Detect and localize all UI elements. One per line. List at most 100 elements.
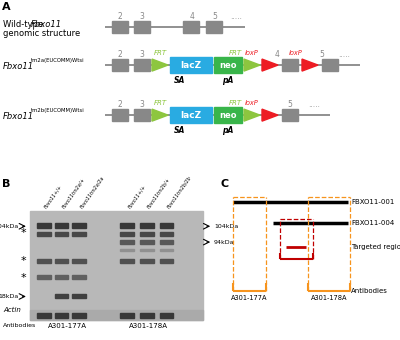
Bar (37, 232, 50, 236)
Bar (54, 259, 68, 263)
Text: Fbxo11: Fbxo11 (3, 112, 34, 121)
Bar (160, 240, 174, 244)
Text: loxP: loxP (245, 50, 259, 56)
Bar (72, 223, 86, 228)
Bar (112, 109, 128, 121)
Text: Fbxo11: Fbxo11 (3, 62, 34, 71)
Text: SA: SA (174, 126, 186, 135)
Text: 104kDa: 104kDa (0, 224, 19, 229)
Bar (170, 107, 212, 123)
Text: A301-177A: A301-177A (231, 295, 268, 302)
Text: .....: ..... (308, 100, 320, 109)
Bar (112, 21, 128, 33)
Bar (140, 232, 154, 236)
Bar (120, 259, 134, 263)
Text: Targeted region: Targeted region (351, 244, 400, 250)
Text: FBXO11-004: FBXO11-004 (351, 220, 394, 226)
Text: Antibodies: Antibodies (3, 323, 36, 328)
Text: neo: neo (219, 110, 237, 120)
Bar (120, 232, 134, 236)
Polygon shape (244, 59, 260, 71)
Bar (183, 21, 199, 33)
Bar (37, 313, 50, 318)
Text: 18kDa: 18kDa (0, 294, 19, 299)
Text: lacZ: lacZ (180, 110, 202, 120)
Bar (322, 59, 338, 71)
Bar (160, 259, 174, 263)
Text: loxP: loxP (289, 50, 303, 56)
Text: Antibodies: Antibodies (351, 288, 388, 293)
Text: A301-178A: A301-178A (311, 295, 347, 302)
Bar (134, 59, 150, 71)
Text: A: A (2, 2, 11, 12)
Text: C: C (220, 179, 228, 189)
Bar (282, 59, 298, 71)
Text: .....: ..... (338, 50, 350, 59)
Bar (140, 259, 154, 263)
Text: 4: 4 (274, 50, 280, 59)
Bar (37, 275, 50, 279)
Text: FRT: FRT (228, 50, 242, 56)
Text: *: * (21, 273, 26, 283)
Text: 5: 5 (288, 100, 292, 109)
Text: A301-177A: A301-177A (48, 323, 87, 329)
Text: loxP: loxP (245, 100, 259, 106)
Polygon shape (244, 109, 260, 121)
Polygon shape (262, 109, 278, 121)
Text: 2: 2 (118, 12, 122, 21)
Text: 104kDa: 104kDa (214, 224, 238, 229)
Bar (120, 223, 134, 228)
Text: genomic structure: genomic structure (3, 29, 80, 38)
Text: 2: 2 (118, 100, 122, 109)
Bar (30, 310, 203, 320)
Bar (30, 211, 203, 320)
Text: Fbxo11tm2a/2a: Fbxo11tm2a/2a (79, 175, 106, 209)
Bar (37, 259, 50, 263)
Text: *: * (21, 228, 26, 238)
Bar (72, 259, 86, 263)
Text: lacZ: lacZ (180, 61, 202, 70)
Bar (140, 313, 154, 318)
Text: B: B (2, 179, 10, 189)
Bar (134, 109, 150, 121)
Text: 2: 2 (118, 50, 122, 59)
Bar (134, 21, 150, 33)
Bar (214, 57, 242, 73)
Bar (214, 107, 242, 123)
Text: 3: 3 (140, 100, 144, 109)
Text: FRT: FRT (154, 50, 166, 56)
Bar (54, 232, 68, 236)
Text: pA: pA (222, 126, 234, 135)
Bar (37, 223, 50, 228)
Text: A301-178A: A301-178A (129, 323, 168, 329)
Bar (120, 240, 134, 244)
Text: Fbxo11+/+: Fbxo11+/+ (127, 184, 147, 209)
Bar (72, 232, 86, 236)
Bar (54, 223, 68, 228)
Bar (120, 313, 134, 318)
Text: tm2b(EUCOMM)Wtsi: tm2b(EUCOMM)Wtsi (31, 108, 85, 113)
Bar (72, 275, 86, 279)
Bar (160, 232, 174, 236)
Bar (160, 313, 174, 318)
Text: Actin: Actin (3, 307, 21, 313)
Bar (160, 223, 174, 228)
Bar (140, 223, 154, 228)
Text: Fbxo11tm2b/2b: Fbxo11tm2b/2b (166, 175, 193, 209)
Bar (140, 240, 154, 244)
Text: 3: 3 (140, 12, 144, 21)
Text: FBXO11-001: FBXO11-001 (351, 199, 394, 205)
Bar (54, 293, 68, 299)
Text: FRT: FRT (154, 100, 166, 106)
Text: *: * (21, 256, 26, 266)
Text: 4: 4 (190, 12, 194, 21)
Text: FRT: FRT (228, 100, 242, 106)
Text: Fbxo11: Fbxo11 (31, 20, 62, 29)
Text: 94kDa: 94kDa (214, 240, 234, 244)
Text: Fbxo11tm2b/+: Fbxo11tm2b/+ (147, 176, 172, 209)
Text: tm2a(EUCOMM)Wtsi: tm2a(EUCOMM)Wtsi (31, 58, 85, 63)
Polygon shape (152, 109, 168, 121)
Text: 5: 5 (212, 12, 218, 21)
Bar (120, 249, 134, 251)
Polygon shape (302, 59, 318, 71)
